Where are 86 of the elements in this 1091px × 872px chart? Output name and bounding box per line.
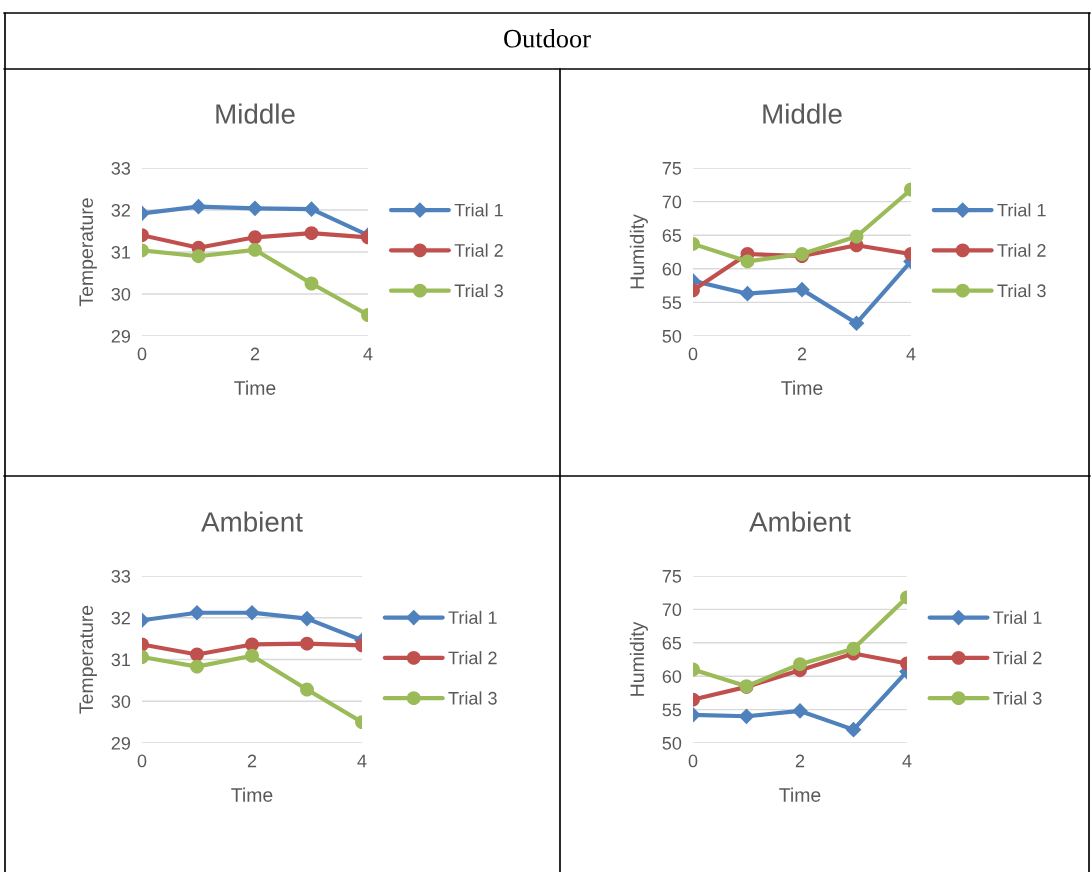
y-tick-label: 31 [111,245,131,259]
y-tick-label: 32 [111,611,130,625]
point [248,242,262,257]
y-tick-label: 70 [662,195,682,209]
x-tick-label: 0 [137,347,147,361]
y-tick-label: 75 [662,570,682,583]
y-tick-label: 55 [662,296,682,310]
y-axis-title: Humidity [629,214,648,289]
chart-title: Middle [216,103,295,124]
y-tick-label: 70 [662,603,682,617]
point [304,276,319,291]
point [248,230,262,245]
y-tick-label: 29 [111,329,131,343]
point [190,198,207,215]
point [845,721,862,738]
point [740,254,755,269]
chart-title: Ambient [201,511,303,532]
x-tick-label: 4 [363,347,373,361]
x-tick-label: 4 [906,347,916,361]
point [300,682,314,697]
y-tick-label: 55 [662,703,682,717]
point [792,703,808,719]
x-axis-title: Time [234,380,276,395]
legend-label: Trial 1 [997,203,1046,217]
legend-label: Trial 1 [454,203,503,217]
x-tick-label: 4 [902,754,912,768]
y-tick-label: 60 [662,670,682,683]
x-tick-label: 2 [797,347,807,361]
point [849,229,864,244]
point [739,285,756,302]
x-axis-title: Time [781,380,823,395]
x-tick-label: 0 [688,754,698,768]
legend-label: Trial 1 [448,610,497,625]
y-tick-label: 50 [662,736,682,750]
y-tick-label: 65 [662,229,682,242]
point [190,659,204,674]
x-tick-label: 2 [247,754,257,768]
y-tick-label: 33 [111,161,131,175]
x-tick-label: 0 [688,347,698,361]
x-tick-label: 2 [795,754,805,768]
point [300,636,314,651]
y-axis-title: Humidity [629,621,648,696]
legend-label: Trial 3 [448,691,497,705]
point [793,657,807,672]
point [247,200,263,217]
y-tick-label: 60 [662,262,682,276]
legend-label: Trial 2 [454,243,503,257]
point [245,637,259,652]
legend-label: Trial 2 [448,651,497,665]
legend-label: Trial 3 [997,283,1046,298]
legend-label: Trial 3 [993,691,1042,705]
y-tick-label: 31 [111,653,131,667]
point [299,610,315,627]
y-axis-title: Temperature [79,198,97,307]
point [846,641,861,656]
point [191,249,206,264]
x-tick-label: 0 [137,754,147,768]
point [738,708,755,725]
y-tick-label: 33 [111,569,131,583]
y-tick-label: 30 [111,287,131,301]
chart-title: Ambient [749,511,851,532]
point [304,226,319,241]
legend-label: Trial 2 [993,651,1042,665]
y-tick-label: 32 [111,203,130,217]
x-tick-label: 2 [250,347,260,361]
point [303,201,320,218]
text: Outdoor [504,29,591,48]
y-tick-label: 50 [662,329,682,343]
legend-label: Trial 2 [997,243,1046,257]
x-axis-title: Time [779,787,821,802]
x-axis-title: Time [231,787,273,802]
point [244,604,260,621]
y-tick-label: 30 [111,695,131,708]
point [848,315,865,332]
legend-label: Trial 1 [993,610,1042,625]
chart-title: Middle [763,103,842,124]
legend-label: Trial 3 [454,283,503,298]
y-tick-label: 65 [662,636,682,650]
y-axis-title: Temperature [79,605,97,714]
y-tick-label: 29 [111,736,131,750]
point [190,647,204,662]
x-tick-label: 4 [357,754,367,768]
y-tick-label: 75 [662,162,682,175]
point [794,281,810,298]
point [189,604,205,621]
point [245,648,259,663]
